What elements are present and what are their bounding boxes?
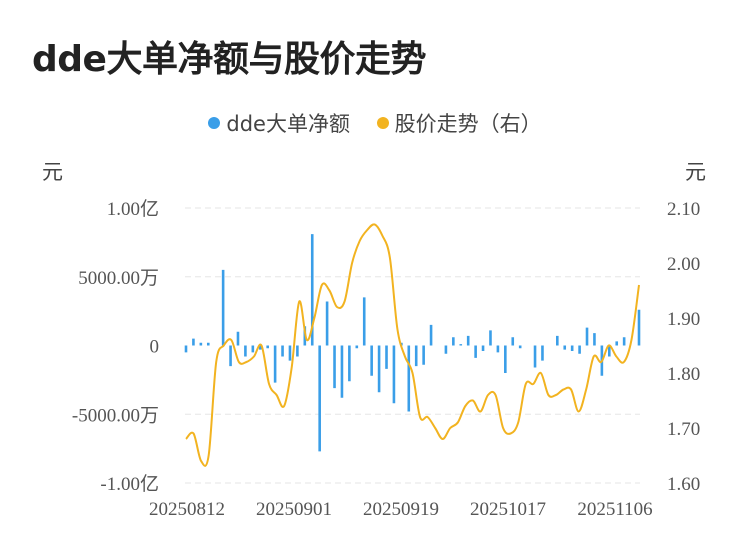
dde-bar: [637, 309, 641, 346]
dde-bar: [422, 345, 425, 365]
x-tick-label: 20251106: [577, 499, 652, 520]
dde-bar: [370, 345, 373, 376]
right-axis-unit: 元: [685, 160, 706, 184]
x-tick-label: 20250812: [149, 499, 225, 520]
x-tick-label: 20250919: [363, 499, 439, 520]
dde-bar: [518, 345, 522, 349]
dde-bar: [355, 345, 359, 349]
dde-bar: [556, 335, 559, 346]
left-tick-label: -5000.00万: [72, 405, 159, 426]
dde-bar: [607, 345, 611, 357]
dde-bar: [593, 333, 596, 346]
dde-bar: [184, 345, 188, 353]
dde-bar: [622, 337, 626, 346]
dde-bar: [325, 301, 329, 346]
dde-bar: [318, 345, 321, 452]
x-axis-ticks: 20250812 20250901 20250919 20251017 20251106: [149, 499, 653, 520]
dde-bar: [533, 345, 537, 368]
dde-bar: [429, 324, 433, 346]
price-line: [185, 223, 640, 467]
legend-item-price[interactable]: 股价走势（右）: [376, 108, 542, 138]
legend-item-dde[interactable]: dde大单净额: [208, 108, 350, 138]
dde-bar: [333, 345, 336, 389]
dde-bar: [414, 345, 418, 367]
dde-bar: [570, 345, 574, 351]
dde-bar: [281, 345, 284, 357]
x-tick-label: 20250901: [256, 499, 332, 520]
dde-bar: [585, 327, 589, 346]
dde-bar: [236, 331, 240, 346]
right-tick-label: 1.60: [667, 474, 700, 495]
dde-bar: [251, 345, 255, 353]
dde-bars: [184, 234, 641, 452]
right-tick-label: 2.10: [667, 199, 700, 220]
dde-bar: [452, 337, 455, 346]
dde-bar: [310, 234, 314, 346]
grid-lines: [185, 207, 640, 484]
legend-label-price: 股价走势（右）: [394, 112, 542, 136]
dde-bar: [504, 345, 507, 373]
dde-bar: [392, 345, 396, 404]
dde-bar: [288, 345, 292, 361]
right-tick-label: 2.00: [667, 254, 700, 275]
dde-bar: [266, 345, 269, 349]
dde-bar: [199, 342, 203, 346]
dde-bar: [348, 345, 351, 382]
right-tick-label: 1.80: [667, 364, 700, 385]
legend-label-dde: dde大单净额: [226, 112, 350, 136]
right-axis-ticks: 2.10 2.00 1.90 1.80 1.70 1.60: [667, 199, 700, 495]
price-line-path: [185, 223, 640, 467]
dde-bar: [474, 345, 477, 358]
dde-bar: [377, 345, 381, 393]
dde-bar: [221, 269, 225, 346]
right-tick-label: 1.70: [667, 419, 700, 440]
dde-bar: [511, 337, 515, 346]
x-tick-label: 20251017: [470, 499, 546, 520]
legend-dot-price: [376, 117, 389, 129]
dde-bar: [206, 342, 210, 346]
dde-bar: [496, 345, 500, 353]
left-axis-ticks: 1.00亿 5000.00万 0 -5000.00万 -1.00亿: [72, 198, 159, 495]
dde-bar: [615, 341, 619, 346]
dde-bar: [273, 345, 277, 383]
dde-bar: [578, 345, 581, 354]
dde-bar: [481, 345, 485, 351]
dde-bar: [466, 335, 470, 346]
legend: dde大单净额 股价走势（右）: [0, 108, 750, 138]
legend-dot-dde: [208, 117, 221, 129]
dde-bar: [229, 345, 232, 367]
dde-bar: [563, 345, 567, 350]
dde-bar: [258, 345, 262, 350]
left-tick-label: 0: [150, 337, 160, 358]
dde-bar: [385, 345, 388, 369]
left-tick-label: -1.00亿: [100, 473, 159, 495]
dde-bar: [444, 345, 448, 354]
dde-bar: [407, 345, 411, 412]
dde-bar: [362, 297, 366, 346]
right-tick-label: 1.90: [667, 309, 700, 330]
dde-bar: [340, 345, 344, 398]
dde-bar: [192, 338, 195, 346]
dde-bar: [459, 344, 463, 346]
left-axis-unit: 元: [42, 160, 63, 184]
left-tick-label: 5000.00万: [78, 268, 159, 289]
chart-title: dde大单净额与股价走势: [32, 39, 426, 80]
dde-bar: [541, 345, 544, 361]
left-tick-label: 1.00亿: [107, 198, 159, 220]
dde-bar: [244, 345, 247, 357]
dde-bar: [489, 330, 492, 346]
dde-bar: [296, 345, 299, 357]
